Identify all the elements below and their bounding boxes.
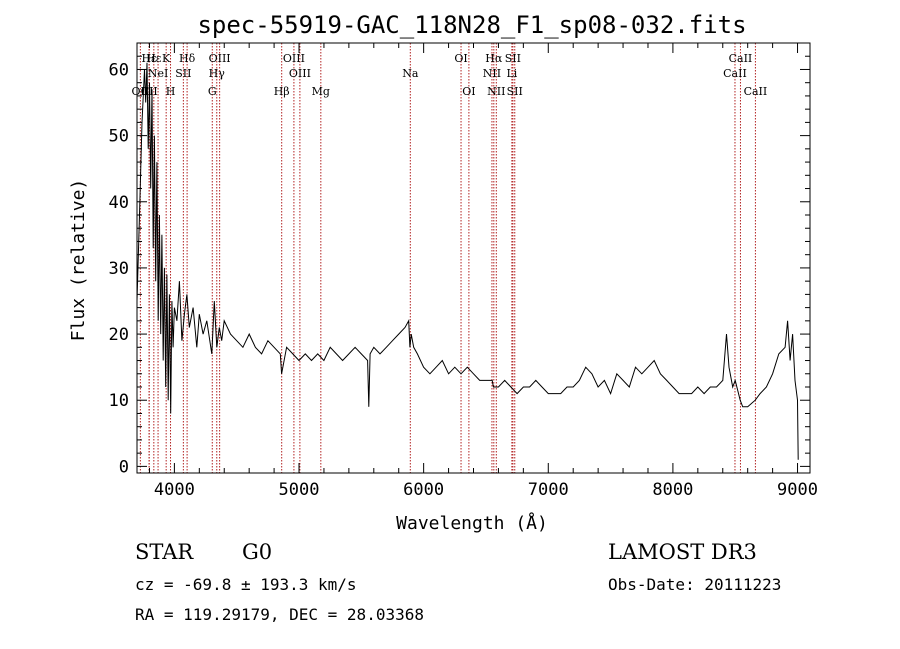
line-label: NeI: [148, 67, 168, 80]
line-label: Hδ: [179, 52, 196, 65]
y-axis-ticks: 0 10 20 30 40 50 60: [109, 55, 810, 477]
line-label: SII: [505, 52, 521, 65]
line-label: Mg: [312, 85, 330, 98]
y-tick-label: 60: [109, 60, 129, 80]
line-label: OIII: [289, 67, 311, 80]
line-label: NII: [487, 85, 505, 98]
line-label: SII: [175, 67, 191, 80]
plot-frame: [136, 42, 811, 474]
line-label: Hγ: [209, 67, 226, 80]
line-label: OIII: [209, 52, 231, 65]
chart-title: spec-55919-GAC_118N28_F1_sp08-032.fits: [197, 11, 746, 39]
line-label: Hε: [146, 52, 162, 65]
line-label: Li: [506, 67, 517, 80]
x-tick-label: 8000: [652, 480, 693, 500]
line-label: Hβ: [274, 85, 290, 98]
x-tick-label: 9000: [777, 480, 818, 500]
spectral-line-markers: [139, 43, 756, 473]
line-label: OI: [454, 52, 467, 65]
object-subclass: G0: [242, 540, 273, 564]
object-class: STAR: [135, 540, 194, 564]
y-tick-label: 40: [109, 193, 129, 213]
x-axis-ticks: 4000 5000 6000 7000 8000 9000: [148, 43, 818, 500]
line-label: NII: [483, 67, 501, 80]
y-tick-label: 50: [109, 127, 129, 147]
line-label: Na: [402, 67, 419, 80]
x-tick-label: 7000: [528, 480, 569, 500]
y-tick-label: 30: [109, 259, 129, 279]
x-tick-label: 5000: [279, 480, 320, 500]
survey-name: LAMOST DR3: [608, 540, 757, 564]
line-label: K: [162, 52, 171, 65]
line-label: OIII: [283, 52, 305, 65]
line-label: CaII: [729, 52, 753, 65]
x-tick-label: 6000: [403, 480, 444, 500]
y-tick-label: 20: [109, 325, 129, 345]
y-axis-label: Flux (relative): [68, 179, 89, 342]
line-label: OI: [462, 85, 475, 98]
line-label: CaII: [744, 85, 768, 98]
line-label: Hα: [485, 52, 503, 65]
flux-series-line: [136, 62, 799, 460]
line-label: SII: [507, 85, 523, 98]
redshift-velocity: cz = -69.8 ± 193.3 km/s: [135, 575, 357, 594]
y-tick-label: 0: [119, 457, 129, 477]
line-label: H: [166, 85, 176, 98]
observation-date: Obs-Date: 20111223: [608, 575, 782, 594]
y-tick-label: 10: [109, 391, 129, 411]
x-tick-label: 4000: [154, 480, 195, 500]
x-axis-label: Wavelength (Å): [396, 512, 548, 534]
line-label: Hε: [141, 52, 157, 65]
line-label: CaII: [723, 67, 747, 80]
coordinates: RA = 119.29179, DEC = 28.03368: [135, 605, 424, 624]
line-label: G: [208, 85, 217, 98]
